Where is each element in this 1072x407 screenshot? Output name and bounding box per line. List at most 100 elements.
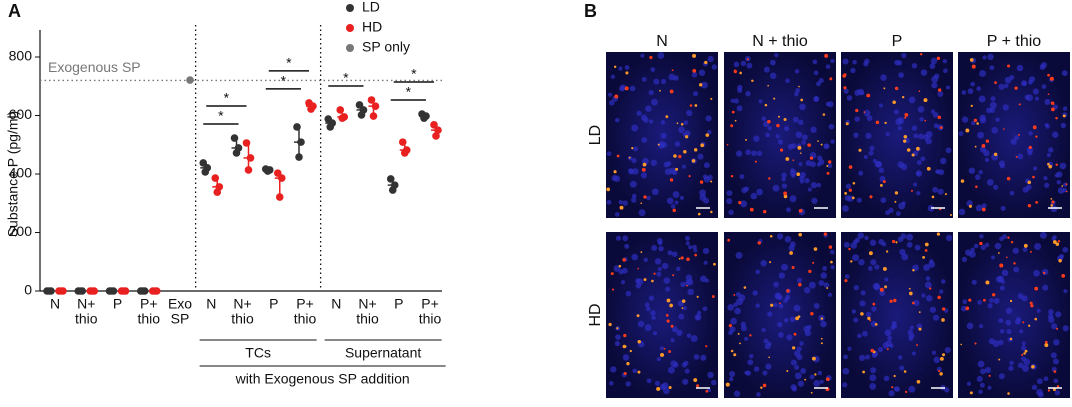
nucleus xyxy=(793,304,801,312)
nucleus xyxy=(991,127,998,134)
signal xyxy=(737,332,740,335)
signal xyxy=(843,86,847,90)
signal xyxy=(694,253,697,257)
signal xyxy=(778,302,781,305)
signal xyxy=(918,311,921,314)
nucleus xyxy=(654,380,660,386)
nucleus xyxy=(847,346,852,351)
signal xyxy=(743,286,747,289)
signal xyxy=(798,208,803,213)
signal xyxy=(998,358,1001,361)
nucleus xyxy=(633,146,639,152)
nucleus xyxy=(1042,284,1049,291)
nucleus xyxy=(827,292,833,297)
nucleus xyxy=(818,159,825,166)
signal xyxy=(844,191,848,195)
nucleus xyxy=(784,125,790,132)
nucleus xyxy=(674,200,679,205)
nucleus xyxy=(811,197,818,204)
signal xyxy=(686,257,690,262)
signal xyxy=(762,383,767,388)
nucleus xyxy=(843,241,850,248)
signal xyxy=(798,232,803,237)
nucleus xyxy=(697,153,704,160)
signal xyxy=(1031,364,1035,369)
signal xyxy=(665,314,669,317)
nucleus xyxy=(854,89,861,96)
data-point xyxy=(186,76,194,84)
nucleus xyxy=(858,170,864,176)
nucleus xyxy=(980,244,986,251)
nucleus xyxy=(940,157,947,165)
signal xyxy=(669,178,674,182)
signal xyxy=(606,187,611,192)
signal xyxy=(901,95,905,99)
nucleus xyxy=(986,178,994,186)
nucleus xyxy=(736,105,743,112)
column-label: N + thio xyxy=(752,33,808,50)
signal xyxy=(710,180,713,183)
data-point xyxy=(107,287,116,295)
nucleus xyxy=(622,354,630,361)
nucleus xyxy=(813,379,821,387)
signal xyxy=(845,122,849,126)
signal xyxy=(704,60,708,65)
nucleus xyxy=(918,133,924,140)
signal xyxy=(619,205,624,210)
data-point xyxy=(150,287,159,295)
data-point xyxy=(398,138,407,146)
nucleus xyxy=(671,251,678,257)
signal xyxy=(705,133,710,137)
x-tick-label: SP xyxy=(171,311,190,327)
nucleus xyxy=(763,66,770,73)
nucleus xyxy=(894,59,900,66)
signal xyxy=(1044,343,1049,348)
x-tick-label: N+ xyxy=(233,296,251,312)
nucleus xyxy=(693,354,700,360)
nucleus xyxy=(977,360,985,368)
signal xyxy=(895,241,898,244)
data-point xyxy=(420,114,428,122)
panel-label: B xyxy=(584,1,597,21)
signal xyxy=(651,279,654,283)
signal xyxy=(640,202,643,204)
nucleus xyxy=(629,180,637,188)
signal xyxy=(681,307,684,310)
signal xyxy=(1057,240,1061,243)
nucleus xyxy=(842,382,848,388)
nucleus xyxy=(975,204,983,212)
signal xyxy=(939,372,943,376)
signal xyxy=(852,182,856,185)
nucleus xyxy=(672,191,680,198)
nucleus xyxy=(618,66,623,71)
signal xyxy=(828,160,832,164)
nucleus xyxy=(813,70,819,76)
nucleus xyxy=(1059,162,1067,170)
signal xyxy=(973,118,978,123)
nucleus xyxy=(808,281,816,289)
nucleus xyxy=(783,317,789,323)
nucleus xyxy=(861,330,868,337)
x-tick-label: thio xyxy=(419,311,442,327)
signal xyxy=(799,152,802,154)
signal xyxy=(1055,242,1060,246)
nucleus xyxy=(885,132,890,137)
signal xyxy=(912,301,915,305)
nucleus xyxy=(702,306,708,312)
nucleus xyxy=(1000,205,1006,211)
nucleus xyxy=(932,186,939,193)
signal xyxy=(684,135,689,139)
signal xyxy=(1051,107,1055,112)
nucleus xyxy=(819,379,824,384)
nucleus xyxy=(865,354,870,360)
signal xyxy=(792,346,796,350)
significance-label: * xyxy=(218,108,224,124)
signal xyxy=(640,251,643,254)
data-point xyxy=(119,287,128,295)
signal xyxy=(825,377,830,381)
nucleus xyxy=(696,310,702,316)
data-point xyxy=(388,186,397,194)
nucleus xyxy=(666,197,674,205)
nucleus xyxy=(1033,166,1038,171)
nucleus xyxy=(767,126,772,131)
